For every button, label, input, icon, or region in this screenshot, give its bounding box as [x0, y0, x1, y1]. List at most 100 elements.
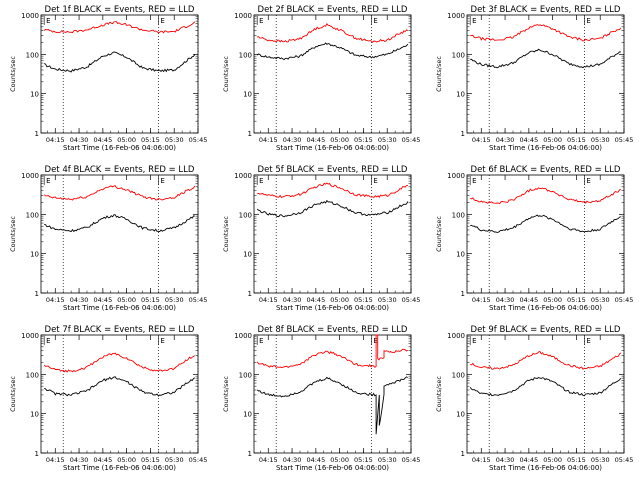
x-tick-label: 04:45: [93, 136, 112, 144]
panel-det-8: Det 8f BLACK = Events, RED = LLD 1 10 100 10…: [222, 325, 420, 472]
y-axis-label: Counts/sec: [435, 216, 443, 252]
series-line-events: [256, 376, 408, 435]
plot-frame: [40, 174, 199, 294]
x-tick-label: 05:45: [615, 296, 634, 304]
y-tick-label: 10: [456, 251, 465, 259]
event-marker-label: E: [160, 177, 164, 185]
x-tick-label: 04:15: [472, 136, 491, 144]
event-marker-label: E: [586, 337, 590, 345]
x-tick-label: 05:45: [189, 136, 208, 144]
event-marker-label: E: [472, 337, 476, 345]
x-tick-label: 04:45: [519, 296, 538, 304]
y-axis-label: Counts/sec: [222, 56, 230, 92]
y-tick-label: 1000: [234, 12, 252, 20]
series-line-events: [44, 51, 196, 73]
series-line-lld: [43, 21, 196, 34]
panel-det-4: Det 4f BLACK = Events, RED = LLD 1 10 100 10…: [9, 165, 207, 312]
y-tick-label: 1: [248, 450, 252, 458]
x-tick-label: 05:15: [141, 456, 160, 464]
x-tick-label: 04:30: [70, 456, 89, 464]
y-tick-label: 100: [239, 371, 252, 379]
event-marker-label: E: [373, 337, 377, 345]
x-tick-label: 05:00: [330, 296, 349, 304]
x-tick-label: 05:30: [591, 136, 610, 144]
y-axis-label: Counts/sec: [9, 56, 17, 92]
y-tick-label: 1: [461, 130, 465, 138]
event-marker-label: E: [373, 177, 377, 185]
x-tick-label: 05:45: [402, 296, 421, 304]
series-line-events: [256, 199, 409, 218]
panel-title: Det 4f BLACK = Events, RED = LLD: [45, 165, 195, 175]
plot-frame: [466, 334, 625, 454]
x-tick-label: 04:15: [46, 456, 65, 464]
x-tick-label: 05:00: [117, 296, 136, 304]
y-axis-label: Counts/sec: [9, 376, 17, 412]
y-tick-label: 10: [30, 91, 39, 99]
series-line-lld: [470, 350, 622, 370]
x-tick-label: 05:00: [330, 456, 349, 464]
x-tick-label: 04:30: [496, 456, 515, 464]
x-tick-label: 05:30: [165, 136, 184, 144]
x-axis-label: Start Time (16-Feb-06 04:06:00): [63, 304, 176, 312]
series-line-events: [44, 214, 195, 233]
event-marker-label: E: [46, 177, 50, 185]
event-marker-label: E: [259, 337, 263, 345]
y-tick-label: 1000: [447, 12, 465, 20]
y-tick-label: 1: [35, 450, 39, 458]
x-axis-label: Start Time (16-Feb-06 04:06:00): [489, 144, 602, 152]
x-tick-label: 05:00: [543, 296, 562, 304]
plot-frame: [253, 14, 412, 134]
panel-title: Det 6f BLACK = Events, RED = LLD: [471, 165, 621, 175]
x-axis-label: Start Time (16-Feb-06 04:06:00): [489, 464, 602, 472]
y-tick-label: 100: [26, 211, 39, 219]
x-axis-label: Start Time (16-Feb-06 04:06:00): [276, 144, 389, 152]
x-tick-label: 05:15: [141, 296, 160, 304]
plot-frame: [466, 174, 625, 294]
event-marker-label: E: [160, 17, 164, 25]
x-tick-label: 05:15: [141, 136, 160, 144]
y-tick-label: 100: [452, 371, 465, 379]
series-line-lld: [257, 23, 409, 44]
x-tick-label: 05:00: [117, 456, 136, 464]
panel-title: Det 1f BLACK = Events, RED = LLD: [45, 5, 195, 15]
event-marker-label: E: [373, 17, 377, 25]
event-marker-label: E: [46, 337, 50, 345]
x-tick-label: 04:30: [70, 296, 89, 304]
panel-title: Det 7f BLACK = Events, RED = LLD: [45, 325, 195, 335]
x-tick-label: 04:15: [46, 136, 65, 144]
series-line-events: [470, 48, 621, 69]
y-axis-label: Counts/sec: [435, 376, 443, 412]
x-axis-label: Start Time (16-Feb-06 04:06:00): [276, 304, 389, 312]
x-tick-label: 04:45: [519, 136, 538, 144]
x-tick-label: 04:30: [496, 136, 515, 144]
y-tick-label: 10: [243, 91, 252, 99]
panel-title: Det 9f BLACK = Events, RED = LLD: [471, 325, 621, 335]
panel-det-1: Det 1f BLACK = Events, RED = LLD 1 10 100 10…: [9, 5, 207, 152]
event-marker-label: E: [586, 177, 590, 185]
series-line-lld: [43, 352, 196, 373]
y-tick-label: 10: [243, 411, 252, 419]
x-tick-label: 05:30: [591, 296, 610, 304]
panel-det-3: Det 3f BLACK = Events, RED = LLD 1 10 100 10…: [435, 5, 633, 152]
y-tick-label: 1: [461, 450, 465, 458]
x-tick-label: 05:15: [354, 456, 373, 464]
y-tick-label: 1: [461, 290, 465, 298]
y-tick-label: 1000: [234, 172, 252, 180]
series-line-events: [470, 214, 621, 233]
panel-title: Det 2f BLACK = Events, RED = LLD: [258, 5, 408, 15]
y-tick-label: 100: [452, 51, 465, 59]
plot-frame: [40, 334, 199, 454]
plot-frame: [466, 14, 625, 134]
y-tick-label: 10: [456, 91, 465, 99]
x-tick-label: 04:45: [306, 456, 325, 464]
y-tick-label: 1000: [21, 12, 39, 20]
x-tick-label: 05:45: [615, 136, 634, 144]
panel-title: Det 8f BLACK = Events, RED = LLD: [258, 325, 408, 335]
panel-det-9: Det 9f BLACK = Events, RED = LLD 1 10 100 10…: [435, 325, 633, 472]
plot-frame: [40, 14, 199, 134]
event-marker-label: E: [259, 17, 263, 25]
x-tick-label: 04:45: [519, 456, 538, 464]
event-marker-label: E: [160, 337, 164, 345]
x-tick-label: 05:45: [189, 296, 208, 304]
